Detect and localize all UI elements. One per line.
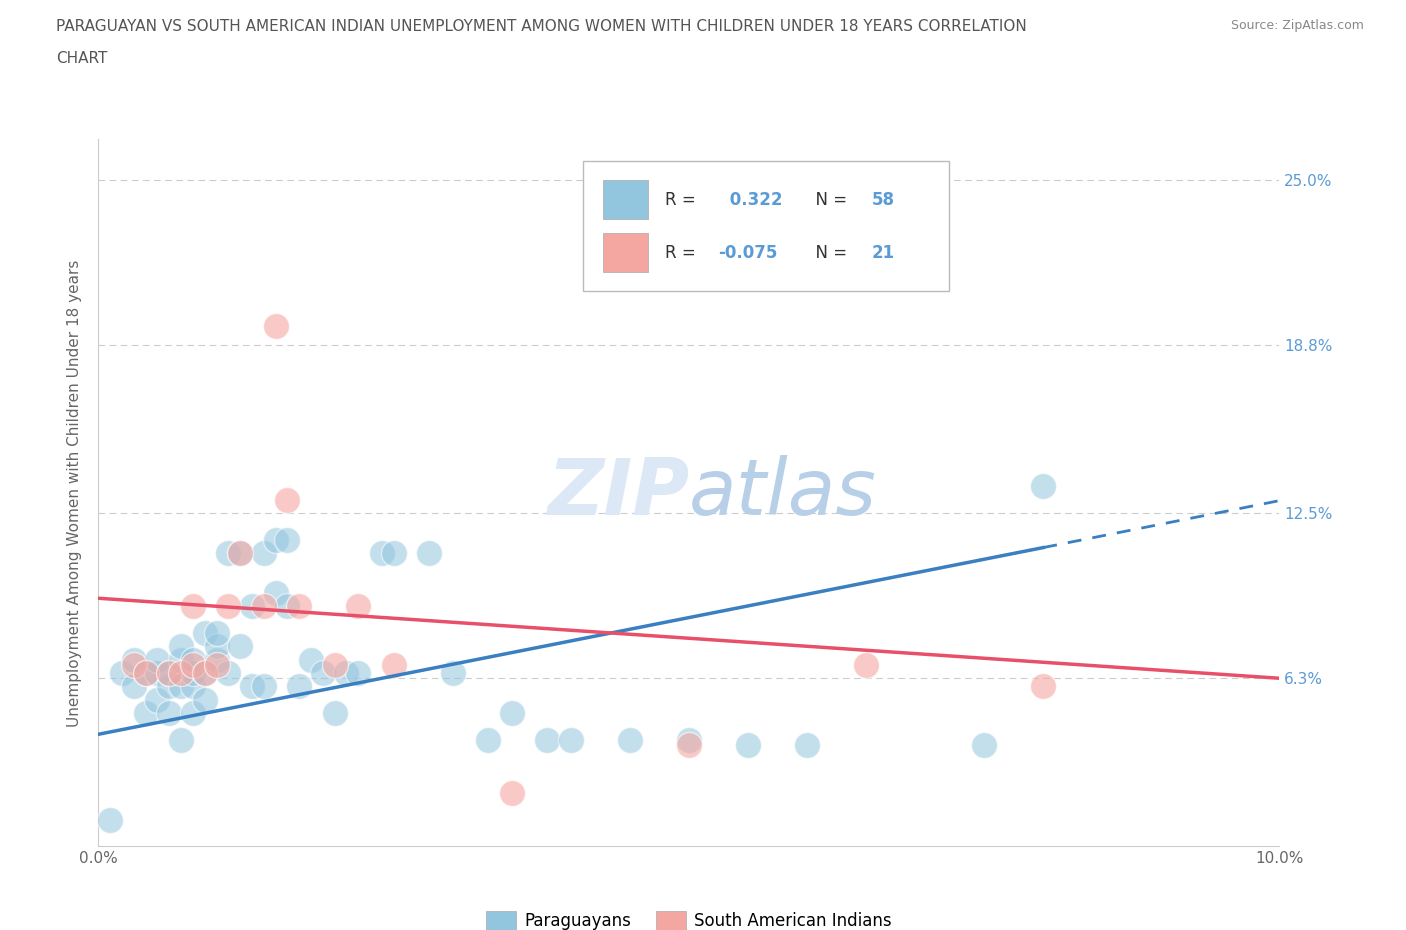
Text: ZIP: ZIP: [547, 455, 689, 531]
Point: [205, 626, 228, 641]
FancyBboxPatch shape: [603, 233, 648, 272]
Text: N =: N =: [804, 191, 852, 208]
Point: [264, 532, 287, 547]
Point: [253, 599, 276, 614]
Point: [253, 546, 276, 561]
Y-axis label: Unemployment Among Women with Children Under 18 years: Unemployment Among Women with Children U…: [67, 259, 83, 726]
Point: [299, 652, 322, 667]
Point: [170, 732, 193, 747]
Text: atlas: atlas: [689, 455, 877, 531]
Point: [157, 679, 180, 694]
Text: Source: ZipAtlas.com: Source: ZipAtlas.com: [1230, 19, 1364, 32]
Point: [560, 732, 582, 747]
Point: [418, 546, 440, 561]
Point: [146, 652, 169, 667]
Point: [276, 532, 298, 547]
Point: [205, 652, 228, 667]
Point: [371, 546, 394, 561]
Legend: Paraguayans, South American Indians: Paraguayans, South American Indians: [479, 904, 898, 930]
Point: [288, 679, 311, 694]
Point: [181, 652, 204, 667]
FancyBboxPatch shape: [603, 180, 648, 219]
Point: [157, 706, 180, 721]
Point: [501, 786, 523, 801]
Point: [135, 706, 157, 721]
Point: [323, 706, 346, 721]
Text: N =: N =: [804, 244, 852, 261]
Point: [536, 732, 558, 747]
Point: [335, 666, 357, 681]
Point: [170, 679, 193, 694]
Text: 0.322: 0.322: [724, 191, 783, 208]
Point: [382, 546, 405, 561]
Text: 58: 58: [872, 191, 896, 208]
Point: [135, 666, 157, 681]
Point: [181, 599, 204, 614]
Text: R =: R =: [665, 244, 702, 261]
Point: [135, 666, 157, 681]
Point: [181, 679, 204, 694]
Point: [217, 546, 239, 561]
Point: [1032, 679, 1054, 694]
Point: [973, 737, 995, 752]
Point: [194, 626, 217, 641]
Point: [194, 666, 217, 681]
Point: [240, 679, 263, 694]
Point: [264, 586, 287, 601]
Point: [276, 492, 298, 507]
Point: [217, 599, 239, 614]
Point: [855, 658, 877, 672]
Point: [146, 692, 169, 707]
Point: [194, 692, 217, 707]
Point: [441, 666, 464, 681]
Point: [382, 658, 405, 672]
Point: [122, 658, 145, 672]
Text: -0.075: -0.075: [718, 244, 778, 261]
Text: PARAGUAYAN VS SOUTH AMERICAN INDIAN UNEMPLOYMENT AMONG WOMEN WITH CHILDREN UNDER: PARAGUAYAN VS SOUTH AMERICAN INDIAN UNEM…: [56, 19, 1026, 33]
Point: [276, 599, 298, 614]
Point: [205, 639, 228, 654]
Point: [181, 658, 204, 672]
Point: [347, 666, 370, 681]
Point: [229, 546, 252, 561]
Point: [229, 546, 252, 561]
Point: [170, 666, 193, 681]
Point: [157, 666, 180, 681]
Point: [1032, 479, 1054, 494]
Point: [796, 737, 818, 752]
Point: [157, 666, 180, 681]
Point: [312, 666, 335, 681]
Point: [253, 679, 276, 694]
Text: 21: 21: [872, 244, 896, 261]
Point: [217, 666, 239, 681]
Point: [194, 666, 217, 681]
Point: [501, 706, 523, 721]
Point: [678, 737, 700, 752]
Point: [98, 812, 121, 827]
Point: [737, 737, 759, 752]
Point: [477, 732, 499, 747]
Text: R =: R =: [665, 191, 702, 208]
Point: [229, 639, 252, 654]
Point: [146, 666, 169, 681]
Point: [678, 732, 700, 747]
FancyBboxPatch shape: [582, 161, 949, 291]
Point: [122, 679, 145, 694]
Point: [264, 319, 287, 334]
Point: [181, 706, 204, 721]
Point: [170, 639, 193, 654]
Point: [347, 599, 370, 614]
Text: CHART: CHART: [56, 51, 108, 66]
Point: [205, 658, 228, 672]
Point: [240, 599, 263, 614]
Point: [111, 666, 134, 681]
Point: [323, 658, 346, 672]
Point: [122, 652, 145, 667]
Point: [170, 652, 193, 667]
Point: [288, 599, 311, 614]
Point: [181, 666, 204, 681]
Point: [619, 732, 641, 747]
